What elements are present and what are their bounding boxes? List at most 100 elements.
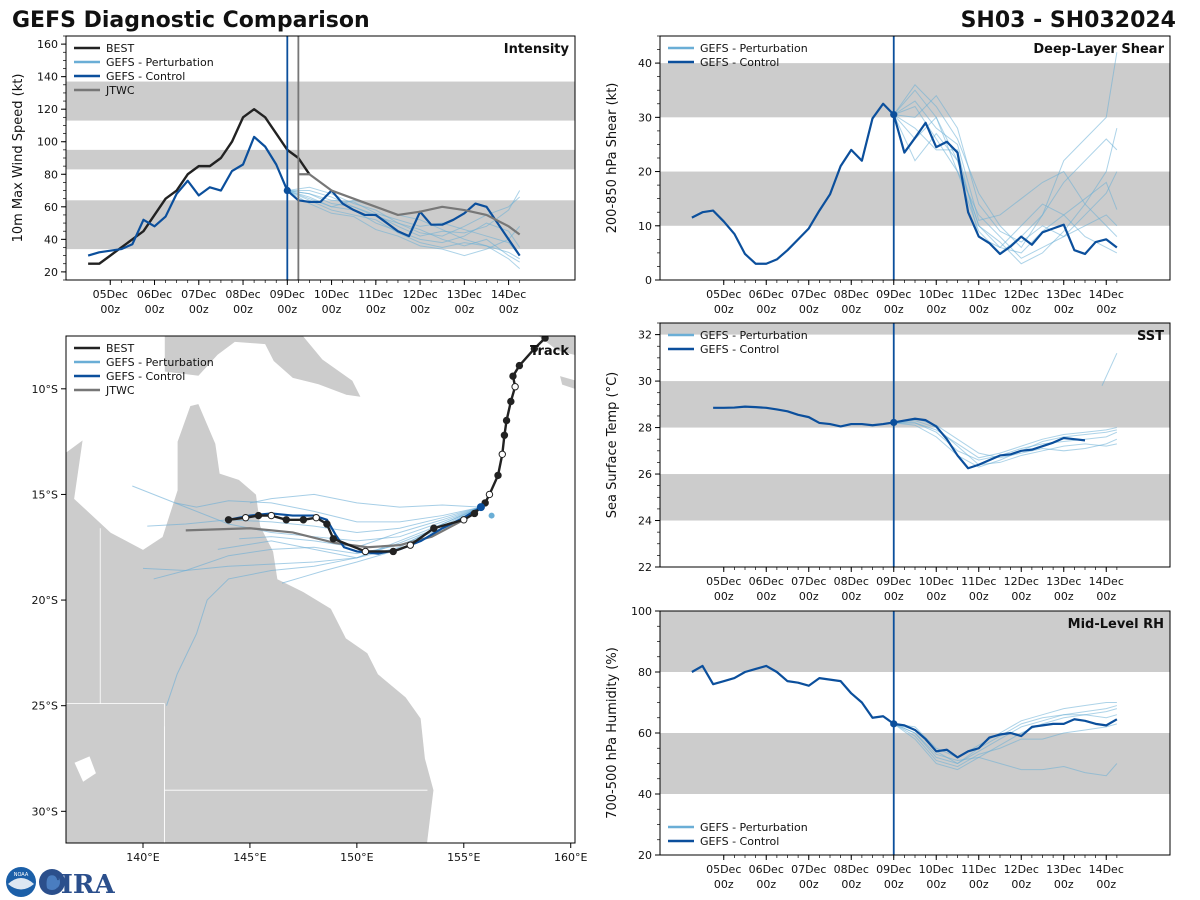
control-line — [691, 102, 1118, 265]
x-tick-label-hour: 00z — [714, 590, 734, 603]
x-tick-label-hour: 00z — [322, 303, 342, 316]
legend-label: GEFS - Control — [106, 370, 185, 383]
legend-label: GEFS - Control — [700, 835, 779, 848]
mid-level-rh-panel: 20 40 60 80 100 05Dec 00z 06Dec 00z 07Dec 00z 08Dec… — [605, 605, 1171, 891]
x-tick-label: 11Dec — [358, 288, 393, 301]
perturbation-line — [287, 190, 521, 257]
best-track-point — [509, 372, 517, 380]
x-tick-label: 07Dec — [791, 575, 826, 588]
x-tick-label-hour: 00z — [969, 878, 989, 891]
best-track-point — [502, 416, 511, 425]
category-band — [660, 323, 1170, 335]
x-tick-label: 09Dec — [876, 288, 911, 301]
storm-id: SH03 - SH032024 — [961, 8, 1176, 33]
analysis-position — [476, 503, 485, 512]
y-tick-label: 80 — [44, 168, 58, 181]
x-tick-label: 06Dec — [749, 863, 784, 876]
lon-tick-label: 155°E — [447, 851, 480, 864]
x-tick-label: 05Dec — [93, 288, 128, 301]
category-band — [660, 611, 1170, 672]
y-axis-label: 10m Max Wind Speed (kt) — [11, 74, 26, 243]
perturbation-line — [287, 190, 521, 237]
x-tick-label: 06Dec — [137, 288, 172, 301]
x-tick-label-hour: 00z — [499, 303, 519, 316]
x-tick-label: 12Dec — [1004, 863, 1039, 876]
x-tick-label-hour: 00z — [799, 303, 819, 316]
x-tick-label: 12Dec — [402, 288, 437, 301]
plot-area — [66, 36, 575, 280]
panel-title: SST — [1137, 329, 1164, 344]
x-tick-label-hour: 00z — [1011, 590, 1031, 603]
legend-label: JTWC — [105, 384, 135, 397]
x-tick-label-hour: 00z — [1096, 590, 1116, 603]
y-tick-label: 24 — [638, 515, 652, 528]
best-track-point — [389, 547, 397, 556]
best-track-point — [530, 344, 539, 353]
x-tick-label-hour: 00z — [799, 878, 819, 891]
perturbation-track — [217, 506, 482, 559]
sst-panel: 22 24 26 28 30 32 05Dec 00z 06Dec 00z 07Dec 00z 08De… — [605, 322, 1171, 603]
perturbation-line — [893, 714, 1118, 771]
best-track-point-open — [361, 547, 370, 556]
y-tick-label: 20 — [44, 266, 58, 279]
analysis-point — [890, 418, 898, 427]
x-tick-label: 05Dec — [706, 288, 741, 301]
perturbation-track — [153, 506, 482, 580]
y-tick-label: 0 — [645, 274, 652, 287]
x-tick-label-hour: 00z — [145, 303, 165, 316]
legend-label: GEFS - Control — [700, 343, 779, 356]
x-tick-label: 13Dec — [1046, 288, 1081, 301]
lon-tick-label: 145°E — [233, 851, 266, 864]
x-tick-label-hour: 00z — [756, 878, 776, 891]
perturbation-line — [893, 100, 1118, 237]
best-track-point — [515, 361, 524, 370]
y-tick-label: 160 — [37, 38, 58, 51]
best-line — [88, 107, 311, 265]
lat-tick-label: 20°S — [32, 594, 58, 607]
jtwc-track — [185, 506, 482, 549]
x-tick-label: 09Dec — [876, 575, 911, 588]
y-tick-label: 60 — [638, 727, 652, 740]
plot-area — [660, 323, 1170, 567]
x-tick-label: 13Dec — [447, 288, 482, 301]
legend-label: BEST — [106, 42, 134, 55]
x-tick-label-hour: 00z — [1096, 878, 1116, 891]
x-tick-label: 12Dec — [1004, 288, 1039, 301]
x-tick-label-hour: 00z — [926, 303, 946, 316]
best-track-point-open — [485, 490, 494, 499]
x-tick-label: 10Dec — [314, 288, 349, 301]
x-tick-label: 14Dec — [1089, 863, 1124, 876]
lon-tick-label: 150°E — [340, 851, 373, 864]
perturbation-line — [893, 702, 1117, 758]
best-track-point-open — [511, 383, 519, 391]
analysis-point — [890, 111, 898, 119]
lon-tick-label: 160°E — [554, 851, 587, 864]
category-band — [66, 81, 575, 121]
y-tick-label: 22 — [638, 561, 652, 574]
x-tick-label-hour: 00z — [841, 590, 861, 603]
y-tick-label: 100 — [37, 136, 58, 149]
y-tick-label: 40 — [638, 57, 652, 70]
x-tick-label: 08Dec — [834, 288, 869, 301]
category-band — [660, 474, 1170, 521]
x-tick-label-hour: 00z — [884, 878, 904, 891]
x-tick-label-hour: 00z — [189, 303, 209, 316]
control-line — [87, 135, 521, 257]
perturbation-line — [893, 89, 1118, 254]
plot-area — [660, 36, 1170, 280]
lat-tick-label: 15°S — [32, 488, 58, 501]
legend-label: GEFS - Control — [106, 70, 185, 83]
x-tick-label-hour: 00z — [969, 303, 989, 316]
control-line — [691, 664, 1118, 759]
guadalcanal-land — [560, 376, 575, 389]
x-tick-label-hour: 00z — [756, 590, 776, 603]
best-track-point — [329, 535, 338, 543]
lat-tick-label: 10°S — [32, 383, 58, 396]
logo-text: CIRA — [40, 870, 115, 900]
x-tick-label: 05Dec — [706, 863, 741, 876]
y-tick-label: 140 — [37, 71, 58, 84]
x-tick-label: 05Dec — [706, 575, 741, 588]
perturbation-position — [488, 512, 495, 519]
best-track-point-open — [267, 511, 276, 520]
